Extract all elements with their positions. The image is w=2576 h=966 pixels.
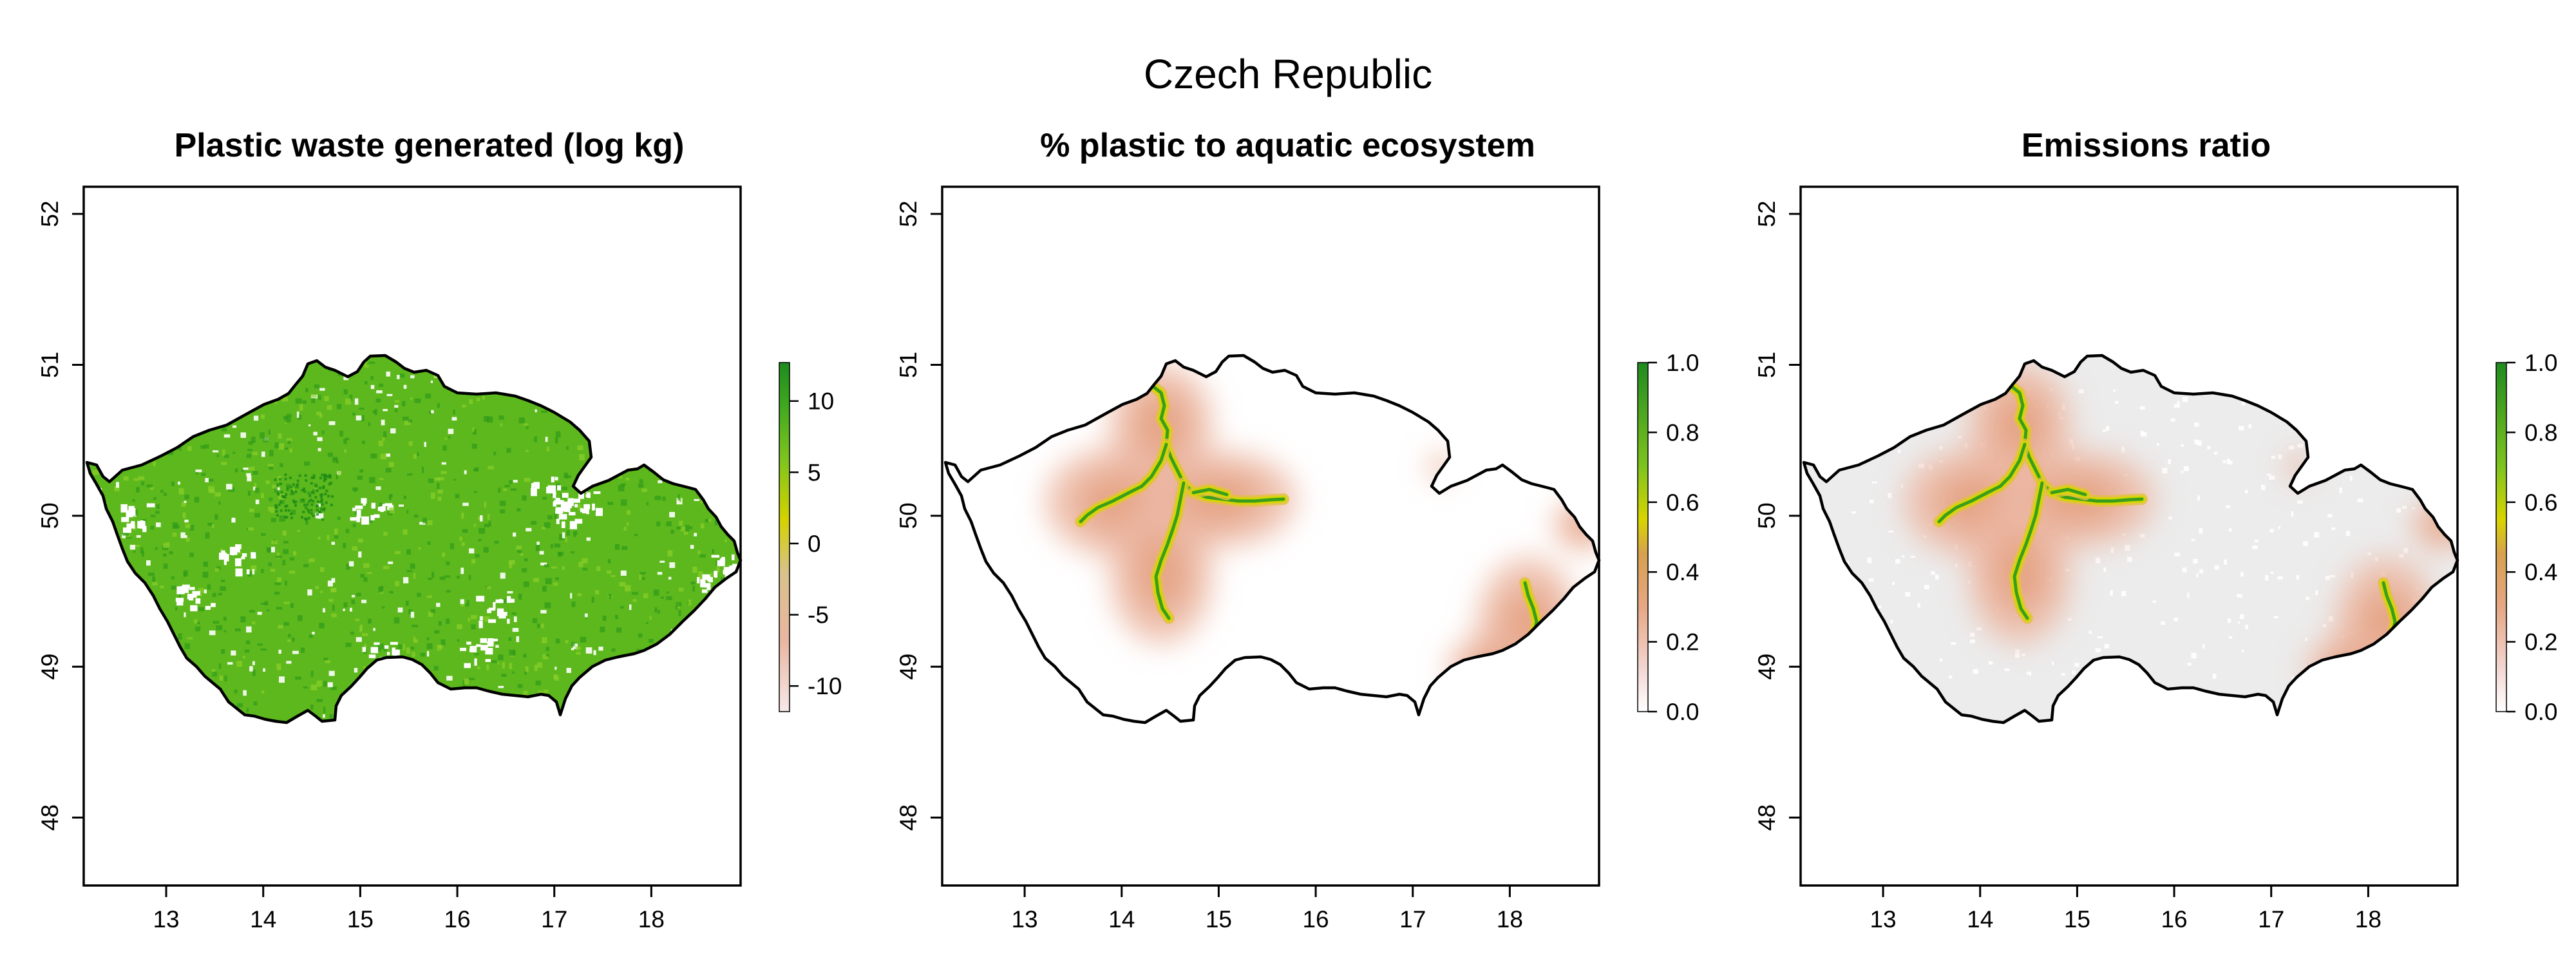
legend-tick-label: 0.4 <box>2524 559 2557 585</box>
y-tick-label: 52 <box>895 201 922 227</box>
figure-title: Czech Republic <box>1143 51 1433 97</box>
legend-tick-label: 10 <box>808 388 834 415</box>
legend-tick-label: 0.0 <box>2524 699 2557 725</box>
panel-title: % plastic to aquatic ecosystem <box>1040 127 1535 164</box>
legend-tick-label: 0.6 <box>2524 489 2557 516</box>
x-tick-label: 18 <box>1497 906 1523 933</box>
legend-tick-label: 0.8 <box>2524 419 2557 446</box>
legend-tick-label: 0.8 <box>1666 419 1699 446</box>
river-halo <box>2436 516 2457 533</box>
x-tick-label: 14 <box>1967 906 1993 933</box>
x-tick-label: 16 <box>444 906 470 933</box>
y-tick-label: 50 <box>1754 502 1780 529</box>
legend-tick-label: 0.4 <box>1666 559 1699 585</box>
x-tick-label: 16 <box>2161 906 2187 933</box>
country-outline <box>1802 354 2459 724</box>
x-tick-label: 15 <box>347 906 374 933</box>
x-tick-label: 17 <box>1399 906 1426 933</box>
river-line <box>1937 442 2027 524</box>
panel-title: Plastic waste generated (log kg) <box>174 127 685 164</box>
river-line <box>2333 661 2366 691</box>
y-tick-label: 50 <box>895 502 922 529</box>
plot-frame <box>941 185 1600 887</box>
legend-tick-label: 0.0 <box>1666 699 1699 725</box>
river-line <box>2050 488 2087 497</box>
map-fill <box>945 355 1599 723</box>
river-line <box>1154 481 1186 620</box>
map-panel-emissions-ratio: Emissions ratio 13 14 15 16 17 18 52 51 50 49 48 1.… <box>1717 0 2575 966</box>
river-line <box>1475 661 1508 691</box>
river-halo <box>1577 516 1598 533</box>
y-tick-label: 49 <box>37 654 63 680</box>
river-line <box>1079 442 1168 524</box>
y-tick-label: 52 <box>1754 201 1780 227</box>
x-tick-label: 18 <box>2355 906 2382 933</box>
y-tick-label: 50 <box>37 502 63 529</box>
river-glow <box>2438 518 2455 531</box>
plot-frame <box>1799 185 2459 887</box>
map-figure: 13 14 15 16 17 18 52 51 50 49 48 1.0 0.8 0.6 0.4 0.2 0.0 <box>895 185 1699 933</box>
x-tick-label: 18 <box>638 906 665 933</box>
x-tick-label: 15 <box>1206 906 1232 933</box>
river-halo <box>1471 658 1511 695</box>
river-glow <box>1473 659 1510 693</box>
legend-tick-label: -5 <box>808 602 829 629</box>
map-figure: 13 14 15 16 17 18 52 51 50 49 48 1.0 0.8 0.6 0.4 0.2 0.0 <box>1754 185 2557 933</box>
river-line <box>1191 488 1229 497</box>
country-outline <box>85 354 743 724</box>
y-tick-label: 48 <box>1754 804 1780 831</box>
x-tick-label: 13 <box>1870 906 1896 933</box>
y-tick-label: 49 <box>1754 654 1780 680</box>
y-tick-label: 51 <box>1754 352 1780 378</box>
y-tick-label: 52 <box>37 201 63 227</box>
legend-tick-label: 0.2 <box>2524 629 2557 656</box>
river-glow <box>2331 659 2368 693</box>
river-line <box>2008 383 2144 503</box>
x-tick-label: 13 <box>1011 906 1037 933</box>
plot-frame <box>82 185 742 887</box>
legend-tick-label: 0.2 <box>1666 629 1699 656</box>
y-tick-label: 48 <box>37 804 63 831</box>
legend-tick-label: 0 <box>808 531 821 557</box>
map-panel-plastic-aquatic: % plastic to aquatic ecosystem 13 14 15 16 1… <box>858 0 1717 966</box>
legend-colorbar <box>779 362 790 712</box>
y-tick-label: 48 <box>895 804 922 831</box>
legend-tick-label: 1.0 <box>2524 350 2557 376</box>
legend-tick-label: 0.6 <box>1666 489 1699 516</box>
river-glow <box>1579 518 1596 531</box>
x-tick-label: 15 <box>2064 906 2090 933</box>
y-tick-label: 51 <box>37 352 63 378</box>
y-tick-label: 49 <box>895 654 922 680</box>
legend-colorbar <box>1637 362 1649 712</box>
legend-tick-label: -10 <box>808 673 842 699</box>
map-panel-plastic-waste: Plastic waste generated (log kg) 13 14 15 1… <box>0 0 858 966</box>
x-tick-label: 17 <box>2258 906 2284 933</box>
x-tick-label: 16 <box>1302 906 1329 933</box>
panel-title: Emissions ratio <box>2021 127 2271 164</box>
country-outline <box>943 354 1601 724</box>
map-fill <box>87 355 741 723</box>
river-line <box>2012 481 2044 620</box>
map-fill <box>1804 355 2458 723</box>
river-line <box>1150 383 1285 503</box>
river-halo <box>2329 658 2370 695</box>
x-tick-label: 14 <box>1108 906 1135 933</box>
x-tick-label: 13 <box>153 906 179 933</box>
river-line <box>2439 520 2453 529</box>
legend-colorbar <box>2496 362 2507 712</box>
legend-tick-label: 5 <box>808 459 821 486</box>
x-tick-label: 14 <box>250 906 276 933</box>
river-line <box>1581 520 1595 529</box>
legend-tick-label: 1.0 <box>1666 350 1699 376</box>
y-tick-label: 51 <box>895 352 922 378</box>
x-tick-label: 17 <box>541 906 567 933</box>
